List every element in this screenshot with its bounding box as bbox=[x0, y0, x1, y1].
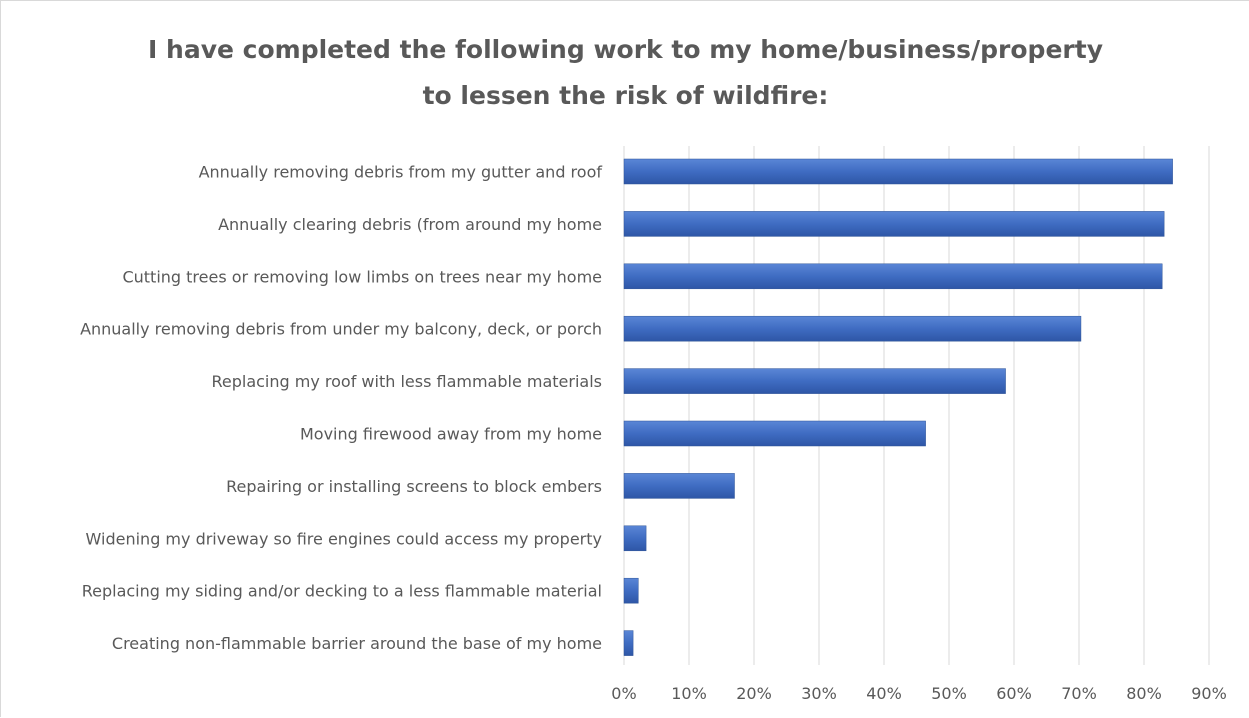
x-tick-label: 70% bbox=[1061, 684, 1097, 703]
category-label: Annually clearing debris (from around my… bbox=[218, 215, 602, 234]
bar bbox=[624, 316, 1081, 341]
x-tick-label: 10% bbox=[671, 684, 707, 703]
category-label: Repairing or installing screens to block… bbox=[226, 477, 602, 496]
bar bbox=[624, 264, 1162, 289]
x-axis-tick-labels: 0% 10% 20% 30% 40% 50% 60% 70% 80% 90% bbox=[611, 684, 1226, 703]
x-tick-label: 20% bbox=[736, 684, 772, 703]
bar bbox=[624, 473, 735, 498]
x-tick-label: 60% bbox=[996, 684, 1032, 703]
bar bbox=[624, 526, 646, 551]
category-label: Annually removing debris from under my b… bbox=[80, 320, 602, 339]
bars bbox=[624, 159, 1173, 656]
category-label: Creating non-flammable barrier around th… bbox=[112, 634, 602, 653]
x-tick-label: 50% bbox=[931, 684, 967, 703]
bar bbox=[624, 211, 1164, 236]
bar bbox=[624, 159, 1173, 184]
category-labels: Annually removing debris from my gutter … bbox=[80, 163, 602, 654]
category-label: Annually removing debris from my gutter … bbox=[199, 163, 603, 182]
bar bbox=[624, 631, 633, 656]
x-tick-label: 30% bbox=[801, 684, 837, 703]
category-label: Moving firewood away from my home bbox=[300, 425, 602, 444]
x-tick-label: 0% bbox=[611, 684, 636, 703]
x-tick-label: 80% bbox=[1126, 684, 1162, 703]
category-label: Widening my driveway so fire engines cou… bbox=[86, 529, 602, 548]
x-tick-label: 90% bbox=[1191, 684, 1227, 703]
bar bbox=[624, 369, 1006, 394]
category-label: Cutting trees or removing low limbs on t… bbox=[122, 267, 602, 286]
bar bbox=[624, 421, 926, 446]
category-label: Replacing my siding and/or decking to a … bbox=[82, 582, 602, 601]
category-label: Replacing my roof with less flammable ma… bbox=[211, 372, 602, 391]
bar bbox=[624, 578, 638, 603]
x-tick-label: 40% bbox=[866, 684, 902, 703]
